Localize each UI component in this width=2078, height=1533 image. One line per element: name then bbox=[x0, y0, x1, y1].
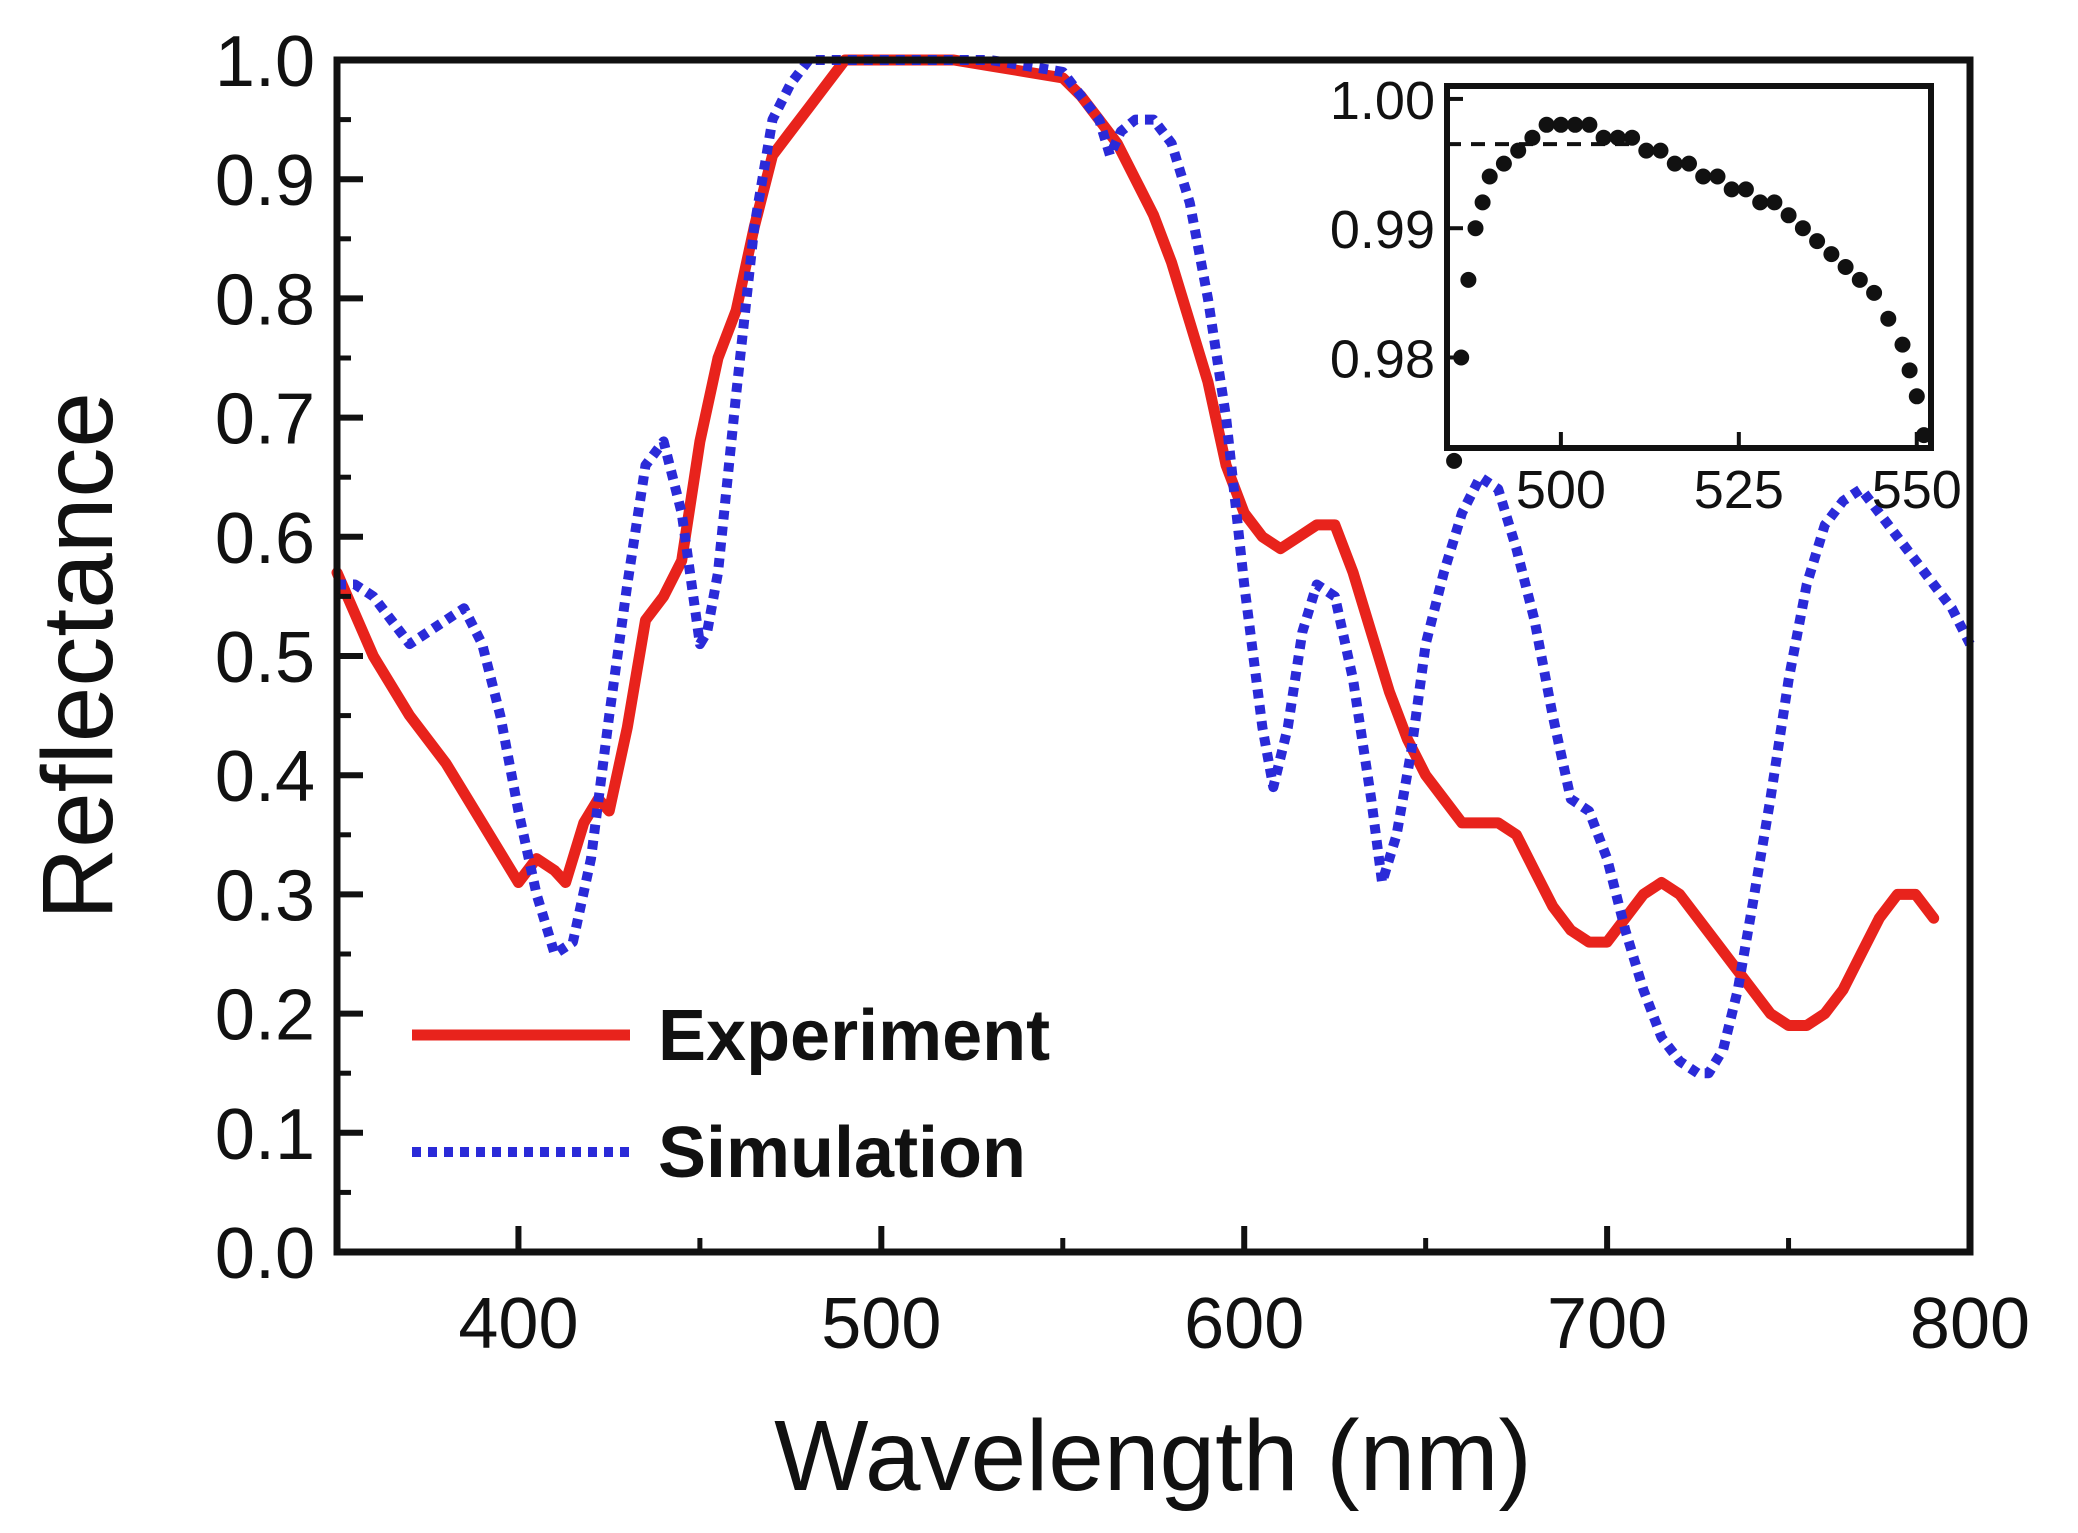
inset-x-tick-label-525: 525 bbox=[1694, 460, 1784, 520]
inset-point-28 bbox=[1809, 233, 1826, 250]
inset-point-6 bbox=[1495, 155, 1512, 172]
y-axis-title: Reflectance bbox=[22, 392, 134, 920]
inset-point-3 bbox=[1467, 220, 1484, 237]
inset-point-24 bbox=[1752, 194, 1769, 211]
inset-point-32 bbox=[1866, 284, 1883, 301]
inset-point-9 bbox=[1538, 116, 1555, 133]
y-tick-label-0.4: 0.4 bbox=[215, 737, 315, 817]
main-tick-labels-layer: 400 500 600 700 800 0.0 0.1 0.2 0.3 0.4 0.5 0.6 0.7 0… bbox=[215, 22, 2030, 1364]
inset-y-tick-label-0.98: 0.98 bbox=[1330, 330, 1435, 390]
inset-point-20 bbox=[1695, 168, 1712, 185]
inset-background bbox=[1447, 86, 1931, 448]
legend-label-experiment: Experiment bbox=[658, 996, 1050, 1076]
y-tick-label-0.7: 0.7 bbox=[215, 380, 315, 460]
inset-point-8 bbox=[1524, 129, 1541, 146]
x-tick-label-800: 800 bbox=[1910, 1284, 2030, 1364]
x-axis-title: Wavelength (nm) bbox=[774, 1400, 1532, 1512]
inset-plot: 500 525 550 0.98 0.99 1.00 bbox=[1330, 71, 1962, 520]
inset-x-tick-label-550: 550 bbox=[1872, 460, 1962, 520]
inset-point-15 bbox=[1624, 129, 1641, 146]
inset-series-layer bbox=[1446, 116, 1932, 469]
inset-point-35 bbox=[1901, 362, 1918, 379]
inset-point-37 bbox=[1915, 427, 1932, 444]
inset-plot-frame bbox=[1444, 83, 1934, 451]
main-ticks-layer bbox=[334, 57, 1973, 1255]
inset-point-30 bbox=[1837, 259, 1854, 275]
inset-point-5 bbox=[1481, 168, 1498, 185]
inset-point-34 bbox=[1894, 336, 1911, 353]
inset-point-33 bbox=[1880, 310, 1897, 327]
inset-y-tick-label-1.00: 1.00 bbox=[1330, 71, 1435, 131]
x-tick-label-500: 500 bbox=[821, 1284, 941, 1364]
inset-point-19 bbox=[1681, 155, 1697, 172]
y-tick-label-0.3: 0.3 bbox=[215, 856, 315, 936]
main-series-layer bbox=[331, 54, 1975, 1079]
inset-point-36 bbox=[1908, 388, 1925, 405]
y-tick-label-0.6: 0.6 bbox=[215, 499, 315, 579]
inset-point-7 bbox=[1510, 142, 1527, 159]
inset-point-25 bbox=[1766, 194, 1783, 211]
inset-point-29 bbox=[1823, 246, 1840, 263]
inset-point-23 bbox=[1737, 181, 1754, 198]
inset-point-4 bbox=[1474, 194, 1491, 211]
inset-point-13 bbox=[1595, 129, 1612, 146]
inset-tick-labels-layer: 500 525 550 0.98 0.99 1.00 bbox=[1330, 71, 1962, 520]
inset-point-27 bbox=[1794, 220, 1811, 237]
x-tick-label-400: 400 bbox=[458, 1284, 578, 1364]
inset-ticks-layer bbox=[1447, 96, 1919, 448]
inset-point-21 bbox=[1709, 168, 1726, 185]
x-tick-label-700: 700 bbox=[1547, 1284, 1667, 1364]
series-line-experiment bbox=[331, 54, 1940, 1031]
inset-point-26 bbox=[1780, 207, 1797, 224]
y-tick-label-0.0: 0.0 bbox=[215, 1214, 315, 1294]
x-tick-label-600: 600 bbox=[1184, 1284, 1304, 1364]
inset-point-22 bbox=[1723, 181, 1740, 198]
inset-point-10 bbox=[1552, 116, 1569, 133]
legend: Experiment Simulation bbox=[412, 996, 1050, 1193]
inset-point-0 bbox=[1446, 452, 1463, 469]
inset-point-31 bbox=[1851, 271, 1868, 288]
inset-point-18 bbox=[1666, 155, 1683, 172]
inset-y-tick-label-0.99: 0.99 bbox=[1330, 200, 1435, 260]
y-tick-label-1.0: 1.0 bbox=[215, 22, 315, 102]
y-tick-label-0.8: 0.8 bbox=[215, 260, 315, 340]
inset-point-14 bbox=[1609, 129, 1626, 146]
inset-point-16 bbox=[1638, 142, 1655, 159]
series-line-simulation bbox=[337, 55, 1975, 1079]
inset-point-12 bbox=[1581, 116, 1598, 133]
legend-label-simulation: Simulation bbox=[658, 1113, 1026, 1193]
y-tick-label-0.5: 0.5 bbox=[215, 618, 315, 698]
inset-x-tick-label-500: 500 bbox=[1516, 460, 1606, 520]
inset-point-11 bbox=[1567, 116, 1584, 133]
inset-point-17 bbox=[1652, 142, 1669, 159]
y-tick-label-0.9: 0.9 bbox=[215, 141, 315, 221]
inset-point-2 bbox=[1460, 271, 1477, 288]
y-tick-label-0.1: 0.1 bbox=[215, 1095, 315, 1175]
y-tick-label-0.2: 0.2 bbox=[215, 976, 315, 1056]
